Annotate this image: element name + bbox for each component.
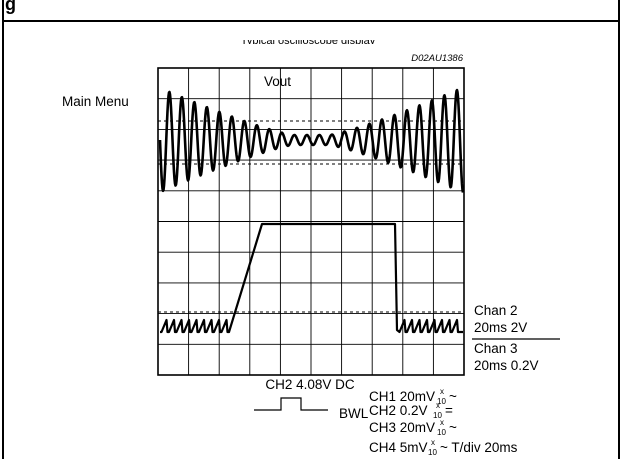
- ch4-sup: x: [431, 438, 435, 447]
- ch2-sup: x: [436, 401, 440, 410]
- channel-list-item: CH4 5mV x 10 ~ T/div 20ms: [369, 438, 518, 457]
- ch2-tail: =: [445, 403, 453, 418]
- ch3-sub: 10: [437, 428, 446, 437]
- chan2-setting: 20ms 2V: [474, 320, 527, 335]
- ch4-main: CH4 5mV: [369, 440, 428, 455]
- channel-list-item: CH3 20mV x 10 ~: [369, 418, 457, 437]
- section-heading: g: [5, 0, 16, 14]
- scope-screen: [158, 68, 464, 375]
- ch1-tail: ~: [449, 389, 457, 404]
- trigger-readout: CH2 4.08V DC: [265, 377, 355, 392]
- chan3-setting: 20ms 0.2V: [474, 358, 539, 373]
- chan2-name: Chan 2: [474, 303, 518, 318]
- figure-id: D02AU1386: [411, 53, 463, 64]
- ch4-tail: ~ T/div 20ms: [440, 440, 518, 455]
- chan3-name: Chan 3: [474, 341, 518, 356]
- ch3-sup: x: [440, 418, 444, 427]
- ch3-main: CH3 20mV: [369, 420, 435, 435]
- bwl-label: BWL: [339, 406, 369, 421]
- vout-label: Vout: [264, 74, 291, 89]
- ch2-main: CH2 0.2V: [369, 403, 428, 418]
- pulse-waveform: [160, 224, 463, 332]
- ch1-sup: x: [440, 387, 444, 396]
- figure-caption-partial: Typical oscilloscope display: [241, 35, 376, 47]
- ch3-tail: ~: [449, 420, 457, 435]
- ch1-main: CH1 20mV: [369, 389, 435, 404]
- main-menu-label: Main Menu: [62, 94, 129, 109]
- trigger-pulse-icon: [254, 398, 328, 410]
- vout-waveform: [160, 90, 463, 192]
- ch4-sub: 10: [428, 448, 437, 457]
